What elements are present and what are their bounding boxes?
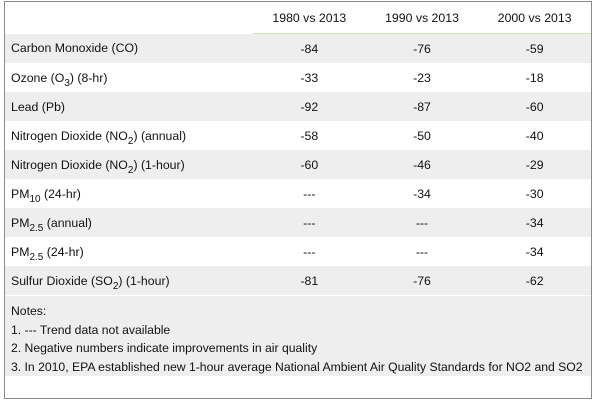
pollutant-subscript: 3 (64, 77, 70, 89)
note-item: 3. In 2010, EPA established new 1-hour a… (11, 359, 583, 374)
trend-value-cell: --- (365, 237, 479, 266)
trend-value-cell: -23 (365, 63, 479, 92)
column-header: 2000 vs 2013 (478, 2, 591, 34)
air-quality-trends-table: 1980 vs 2013 1990 vs 2013 2000 vs 2013 C… (5, 2, 591, 376)
pollutant-label: PM10 (24-hr) (5, 179, 253, 208)
note-item: 1. --- Trend data not available (11, 322, 171, 337)
trend-value-cell: -87 (365, 92, 479, 121)
trend-value-cell: -60 (253, 150, 366, 179)
pollutant-qualifier: (24-hr) (43, 244, 84, 259)
trend-value-cell: -29 (478, 150, 591, 179)
trend-value-cell: -34 (365, 179, 479, 208)
pollutant-subscript: 2 (127, 135, 134, 147)
pollutant-label: Sulfur Dioxide (SO2) (1-hour) (5, 266, 253, 296)
table-row: Lead (Pb) -92 -87 -60 (5, 92, 591, 121)
trend-value-cell: -40 (478, 121, 591, 150)
notes-row: Notes: 1. --- Trend data not available 2. … (5, 295, 591, 376)
pollutant-label: Ozone (O3) (8-hr) (5, 63, 253, 92)
trend-value-cell: -92 (253, 92, 366, 121)
pollutant-name: Nitrogen Dioxide (NO (11, 157, 128, 172)
table-row: Sulfur Dioxide (SO2) (1-hour) -81 -76 -62 (5, 266, 591, 296)
air-quality-table-frame: 1980 vs 2013 1990 vs 2013 2000 vs 2013 C… (4, 1, 592, 399)
pollutant-label: Nitrogen Dioxide (NO2) (annual) (5, 121, 253, 150)
pollutant-qualifier: (24-hr) (40, 186, 81, 201)
header-row: 1980 vs 2013 1990 vs 2013 2000 vs 2013 (5, 2, 591, 34)
pollutant-name: Nitrogen Dioxide (NO (11, 128, 128, 143)
column-header: 1980 vs 2013 (253, 2, 366, 34)
trend-value-cell: --- (253, 208, 366, 237)
pollutant-name: PM (11, 244, 30, 259)
note-item: 2. Negative numbers indicate improvement… (11, 341, 318, 355)
table-row: Ozone (O3) (8-hr) -33 -23 -18 (5, 63, 591, 92)
trend-value-cell: -84 (253, 33, 366, 63)
table-row: PM2.5 (24-hr) --- --- -34 (5, 237, 591, 266)
pollutant-label: Lead (Pb) (5, 92, 253, 121)
trend-value-cell: -18 (478, 63, 591, 92)
trend-value-cell: -30 (478, 179, 591, 208)
pollutant-label: PM2.5 (annual) (5, 208, 253, 237)
trend-value-cell: --- (365, 208, 479, 237)
pollutant-subscript: 2.5 (29, 251, 44, 263)
pollutant-name: PM (11, 186, 30, 201)
trend-value-cell: -34 (478, 208, 591, 237)
pollutant-name: Carbon Monoxide (CO) (11, 41, 139, 56)
trend-value-cell: -34 (478, 237, 591, 266)
pollutant-qualifier: (annual) (43, 215, 92, 230)
trend-value-cell: -58 (253, 121, 366, 150)
pollutant-name: PM (11, 215, 30, 230)
pollutant-subscript: 2 (112, 280, 119, 292)
pollutant-subscript: 2 (127, 164, 134, 176)
trend-value-cell: -46 (365, 150, 479, 179)
pollutant-qualifier: ) (1-hour) (133, 157, 185, 172)
trend-value-cell: --- (253, 179, 366, 208)
pollutant-qualifier: ) (8-hr) (69, 70, 108, 85)
table-row: PM10 (24-hr) --- -34 -30 (5, 179, 591, 208)
notes-cell: Notes: 1. --- Trend data not available 2. … (5, 295, 591, 376)
pollutant-name: Ozone (O (11, 70, 65, 85)
table-row: Carbon Monoxide (CO) -84 -76 -59 (5, 33, 591, 63)
trend-value-cell: -62 (478, 266, 591, 296)
trend-value-cell: -60 (478, 92, 591, 121)
trend-value-cell: --- (253, 237, 366, 266)
pollutant-name: Sulfur Dioxide (SO (11, 273, 113, 288)
trend-value-cell: -81 (253, 266, 366, 296)
table-row: Nitrogen Dioxide (NO2) (1-hour) -60 -46 -29 (5, 150, 591, 179)
pollutant-label: PM2.5 (24-hr) (5, 237, 253, 266)
pollutant-label: Carbon Monoxide (CO) (5, 33, 253, 63)
pollutant-name: Lead (Pb) (11, 99, 66, 114)
pollutant-qualifier: ) (annual) (133, 128, 187, 143)
trend-value-cell: -59 (478, 33, 591, 63)
trend-value-cell: -76 (365, 266, 479, 296)
pollutant-label: Nitrogen Dioxide (NO2) (1-hour) (5, 150, 253, 179)
header-blank (5, 2, 253, 34)
pollutant-subscript: 2.5 (29, 222, 44, 234)
notes-title: Notes: (11, 304, 47, 318)
table-row: PM2.5 (annual) --- --- -34 (5, 208, 591, 237)
trend-value-cell: -76 (365, 33, 479, 63)
trend-value-cell: -50 (365, 121, 479, 150)
pollutant-subscript: 10 (29, 193, 41, 205)
pollutant-qualifier: ) (1-hour) (118, 273, 170, 288)
trend-value-cell: -33 (253, 63, 366, 92)
column-header: 1990 vs 2013 (365, 2, 479, 34)
table-row: Nitrogen Dioxide (NO2) (annual) -58 -50 -40 (5, 121, 591, 150)
table-body: Carbon Monoxide (CO) -84 -76 -59 Ozone (O3) … (5, 33, 591, 376)
